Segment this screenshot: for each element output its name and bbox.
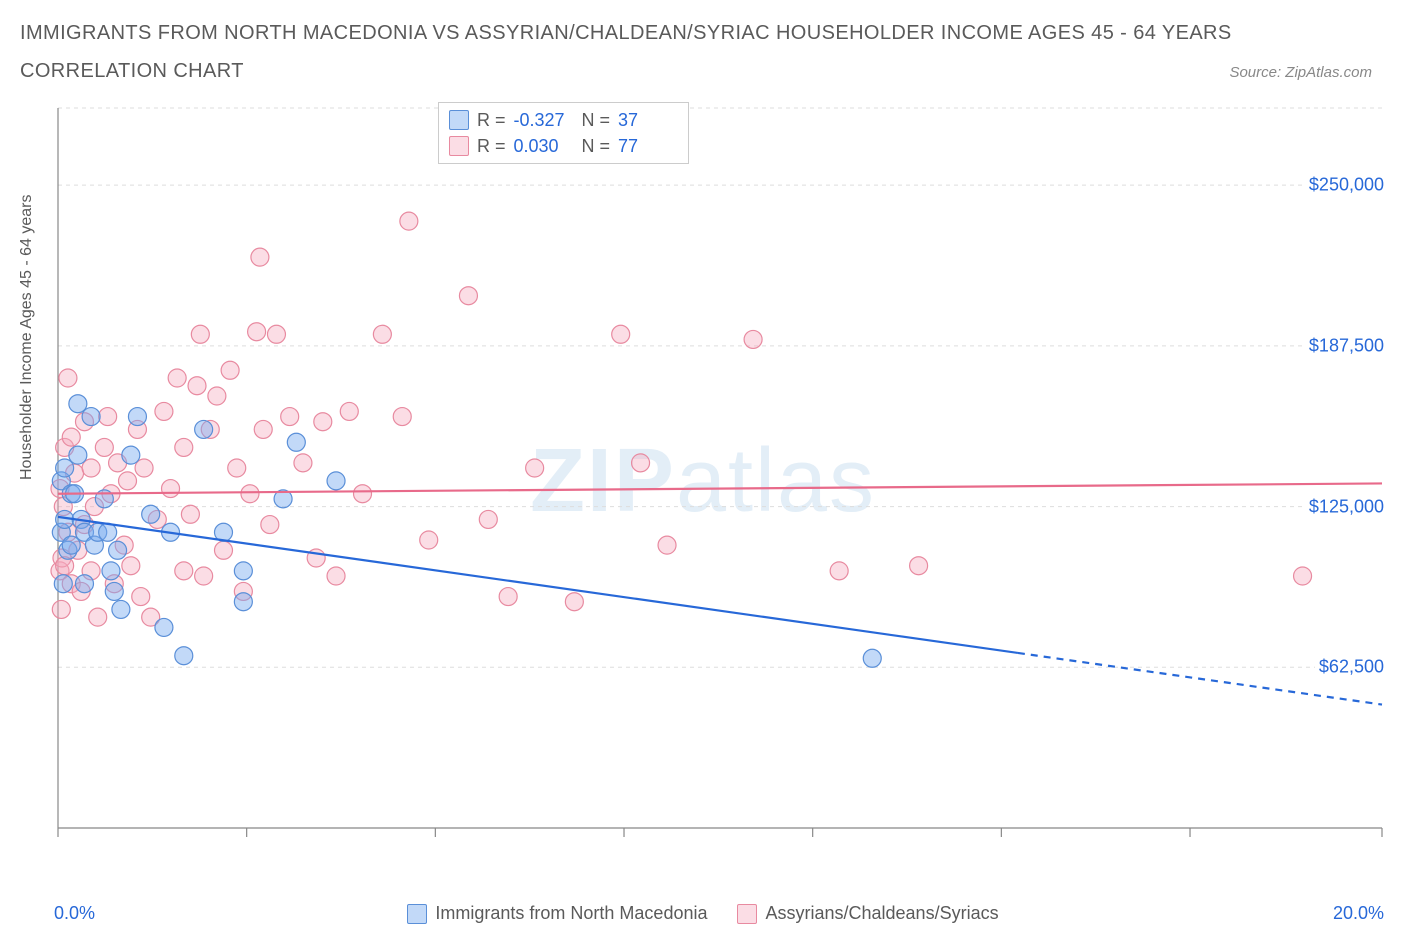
chart-title: IMMIGRANTS FROM NORTH MACEDONIA VS ASSYR… bbox=[20, 22, 1232, 45]
y-tick-label: $187,500 bbox=[1305, 335, 1388, 356]
chart-subtitle: CORRELATION CHART bbox=[20, 60, 244, 83]
y-tick-label: $250,000 bbox=[1305, 175, 1388, 196]
series-a-swatch bbox=[449, 110, 469, 130]
source-label: Source: ZipAtlas.com bbox=[1229, 64, 1372, 81]
scatter-chart bbox=[50, 100, 1390, 870]
x-range-max: 20.0% bbox=[1333, 903, 1384, 924]
series-b-n-label: N = bbox=[582, 133, 611, 159]
y-axis-label: Householder Income Ages 45 - 64 years bbox=[18, 195, 36, 481]
y-tick-label: $62,500 bbox=[1315, 657, 1388, 678]
y-tick-label: $125,000 bbox=[1305, 496, 1388, 517]
correlation-legend: R = -0.327 N = 37 R = 0.030 N = 77 bbox=[438, 102, 689, 164]
series-b-swatch bbox=[449, 136, 469, 156]
x-axis-legend: Immigrants from North Macedonia Assyrian… bbox=[0, 903, 1406, 924]
series-a-n-label: N = bbox=[582, 107, 611, 133]
series-a-n-value: 37 bbox=[618, 107, 678, 133]
series-a-name: Immigrants from North Macedonia bbox=[435, 903, 707, 924]
series-b-n-value: 77 bbox=[618, 133, 678, 159]
series-b-r-label: R = bbox=[477, 133, 506, 159]
series-a-r-label: R = bbox=[477, 107, 506, 133]
x-range-min: 0.0% bbox=[54, 903, 95, 924]
series-a-r-value: -0.327 bbox=[514, 107, 574, 133]
series-b-name: Assyrians/Chaldeans/Syriacs bbox=[765, 903, 998, 924]
series-a-swatch-bottom bbox=[407, 904, 427, 924]
series-b-r-value: 0.030 bbox=[514, 133, 574, 159]
series-b-swatch-bottom bbox=[737, 904, 757, 924]
